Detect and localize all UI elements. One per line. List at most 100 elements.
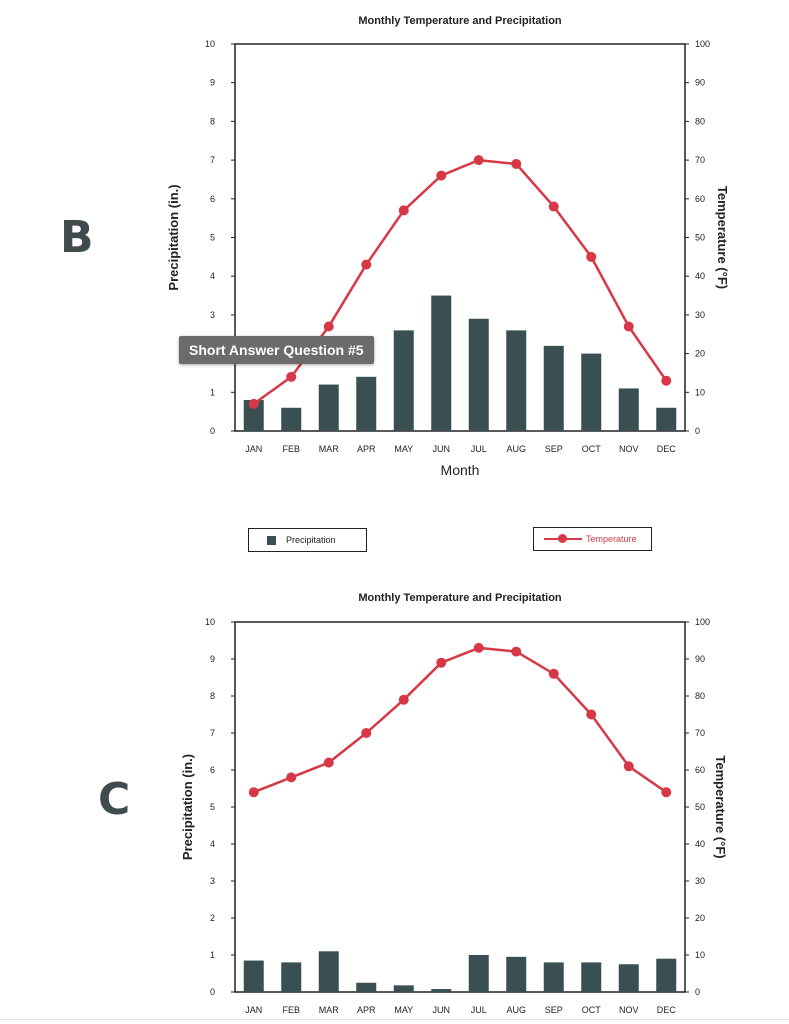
temperature-line-icon: [544, 534, 582, 544]
precipitation-bar-oct: [581, 353, 602, 431]
temperature-point-mar: [323, 757, 334, 768]
right-tick-label: 10: [695, 950, 705, 960]
right-tick-label: 30: [695, 310, 705, 320]
left-tick-label: 0: [210, 426, 215, 436]
tooltip-short-answer: Short Answer Question #5: [179, 336, 374, 364]
left-tick-label: 4: [210, 839, 215, 849]
left-tick-label: 3: [210, 310, 215, 320]
precipitation-bar-may: [393, 985, 414, 992]
right-tick-label: 40: [695, 839, 705, 849]
left-tick-label: 1: [210, 950, 215, 960]
right-tick-label: 0: [695, 426, 700, 436]
y-axis-right-title: Temperature (°F): [715, 186, 730, 289]
temperature-point-jan: [248, 398, 259, 409]
month-label-apr: APR: [357, 444, 376, 454]
right-tick-label: 0: [695, 987, 700, 997]
right-tick-label: 30: [695, 876, 705, 886]
plot-frame: [234, 43, 686, 432]
right-tick-label: 10: [695, 387, 705, 397]
month-label-dec: DEC: [657, 1005, 677, 1015]
precipitation-swatch-icon: [267, 535, 276, 545]
month-label-nov: NOV: [619, 444, 639, 454]
right-tick-label: 100: [695, 39, 710, 49]
right-tick-label: 80: [695, 691, 705, 701]
precipitation-bar-sep: [543, 345, 564, 431]
right-tick-label: 60: [695, 765, 705, 775]
x-axis-title: Month: [441, 462, 480, 478]
month-label-aug: AUG: [506, 444, 526, 454]
temperature-point-sep: [548, 201, 559, 212]
precipitation-bar-feb: [281, 407, 302, 431]
precipitation-bar-jun: [431, 989, 452, 992]
left-tick-label: 10: [205, 39, 215, 49]
temperature-point-oct: [586, 709, 597, 720]
month-label-dec: DEC: [657, 444, 677, 454]
precipitation-bar-dec: [656, 958, 677, 992]
right-tick-label: 20: [695, 349, 705, 359]
temperature-point-jul: [473, 155, 484, 166]
temperature-point-jun: [436, 170, 447, 181]
right-tick-label: 70: [695, 728, 705, 738]
temperature-line: [253, 646, 667, 794]
precipitation-bar-jun: [431, 295, 452, 431]
temperature-point-may: [398, 205, 409, 216]
left-tick-label: 0: [210, 987, 215, 997]
month-label-mar: MAR: [319, 444, 340, 454]
temperature-point-mar: [323, 321, 334, 332]
month-label-aug: AUG: [506, 1005, 526, 1015]
month-label-feb: FEB: [282, 444, 300, 454]
temperature-point-oct: [586, 251, 597, 262]
right-tick-label: 20: [695, 913, 705, 923]
left-tick-label: 4: [210, 271, 215, 281]
month-label-nov: NOV: [619, 1005, 639, 1015]
precipitation-bar-feb: [281, 962, 302, 992]
right-tick-label: 70: [695, 155, 705, 165]
precipitation-bar-oct: [581, 962, 602, 992]
right-tick-label: 90: [695, 78, 705, 88]
precipitation-bar-sep: [543, 962, 564, 992]
left-tick-label: 5: [210, 802, 215, 812]
temperature-point-dec: [661, 787, 672, 798]
precipitation-bar-aug: [506, 956, 527, 992]
precipitation-bar-mar: [318, 951, 339, 992]
precipitation-bar-nov: [618, 964, 639, 992]
month-label-apr: APR: [357, 1005, 376, 1015]
left-tick-label: 7: [210, 155, 215, 165]
month-label-sep: SEP: [545, 1005, 563, 1015]
month-label-oct: OCT: [582, 444, 602, 454]
left-tick-label: 5: [210, 233, 215, 243]
right-tick-label: 90: [695, 654, 705, 664]
right-tick-label: 40: [695, 271, 705, 281]
precipitation-bar-jul: [468, 955, 489, 992]
temperature-line: [253, 158, 668, 405]
precipitation-bar-may: [393, 330, 414, 431]
month-label-jun: JUN: [433, 1005, 451, 1015]
month-label-may: MAY: [394, 1005, 413, 1015]
legend-precipitation: Precipitation: [248, 528, 367, 552]
temperature-point-jan: [248, 787, 259, 798]
chart-b: Monthly Temperature and Precipitation 0 1 2…: [166, 15, 730, 478]
chart-title: Monthly Temperature and Precipitation: [358, 592, 562, 604]
left-tick-label: 9: [210, 654, 215, 664]
right-tick-label: 100: [695, 617, 710, 627]
temperature-point-jun: [436, 657, 447, 668]
precipitation-bar-jan: [243, 400, 264, 431]
temperature-point-feb: [286, 772, 297, 783]
chart-c: Monthly Temperature and Precipitation 0 1 2…: [180, 592, 728, 1015]
temperature-point-sep: [548, 668, 559, 679]
page-divider: [0, 1019, 789, 1020]
temperature-point-jul: [473, 642, 484, 653]
month-label-jul: JUL: [471, 1005, 487, 1015]
month-label-sep: SEP: [545, 444, 563, 454]
right-tick-label: 60: [695, 194, 705, 204]
right-tick-label: 80: [695, 116, 705, 126]
right-tick-label: 50: [695, 802, 705, 812]
precipitation-bar-jan: [243, 960, 264, 992]
left-tick-label: 8: [210, 116, 215, 126]
right-tick-label: 50: [695, 233, 705, 243]
panel-label-c: C: [98, 774, 131, 825]
y-axis-left-title: Precipitation (in.): [180, 754, 195, 860]
left-tick-label: 8: [210, 691, 215, 701]
temperature-point-apr: [361, 728, 372, 738]
month-label-oct: OCT: [582, 1005, 602, 1015]
